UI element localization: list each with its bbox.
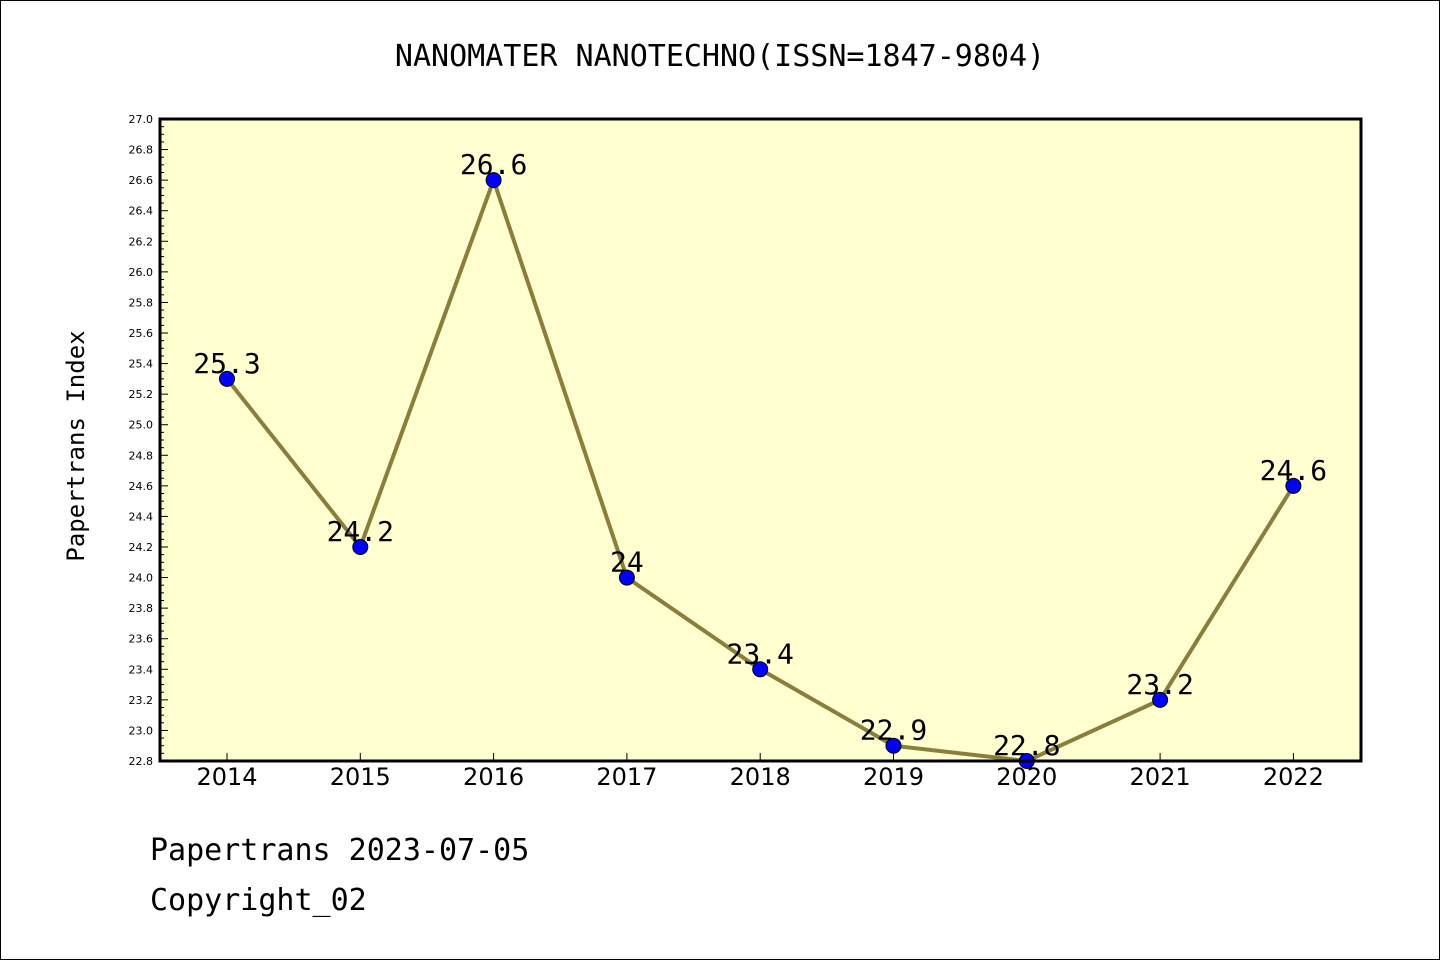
y-tick-label: 24.8 xyxy=(129,449,154,462)
y-tick-label: 26.2 xyxy=(129,235,154,248)
y-tick-label: 24.0 xyxy=(129,572,154,585)
data-label: 22.8 xyxy=(993,729,1060,762)
y-axis-ticks: 22.8 23.0 23.2 23.4 23.6 23.8 24.0 24.2 24.4 24.6… xyxy=(129,113,168,768)
data-point xyxy=(1152,691,1169,708)
plot-area xyxy=(160,119,1361,761)
y-tick-label: 25.0 xyxy=(129,419,154,432)
data-label: 26.6 xyxy=(460,148,527,181)
data-point xyxy=(752,661,769,678)
y-tick-label: 25.2 xyxy=(129,388,154,401)
x-tick-label: 2019 xyxy=(863,763,924,791)
y-tick-label: 24.6 xyxy=(129,480,154,493)
y-tick-label: 23.8 xyxy=(129,602,154,615)
y-tick-label: 27.0 xyxy=(129,113,154,126)
data-point xyxy=(1285,477,1302,494)
x-tick-label: 2014 xyxy=(196,763,257,791)
y-tick-label: 23.4 xyxy=(129,663,154,676)
y-tick-label: 25.4 xyxy=(129,358,154,371)
y-tick-label: 23.2 xyxy=(129,694,154,707)
data-label: 22.9 xyxy=(860,714,927,747)
data-point xyxy=(885,737,902,754)
y-tick-label: 26.4 xyxy=(129,205,154,218)
y-tick-label: 24.4 xyxy=(129,510,154,523)
series-markers xyxy=(219,172,1302,769)
y-tick-label: 26.8 xyxy=(129,144,154,157)
x-tick-label: 2022 xyxy=(1263,763,1324,791)
data-point xyxy=(485,172,502,189)
x-tick-label: 2016 xyxy=(463,763,524,791)
data-label: 23.4 xyxy=(726,637,793,670)
data-label: 23.2 xyxy=(1126,668,1193,701)
data-label: 25.3 xyxy=(193,347,260,380)
y-tick-label: 24.2 xyxy=(129,541,154,554)
x-tick-label: 2017 xyxy=(596,763,657,791)
data-point xyxy=(618,569,635,586)
x-tick-label: 2021 xyxy=(1130,763,1191,791)
data-point xyxy=(219,370,235,387)
y-tick-label: 25.6 xyxy=(129,327,154,340)
footer-copyright: Copyright_02 xyxy=(150,883,367,918)
y-tick-label: 23.0 xyxy=(129,724,154,737)
y-tick-label: 23.6 xyxy=(129,633,154,646)
footer-date: Papertrans 2023-07-05 xyxy=(150,833,530,868)
data-label: 24.6 xyxy=(1260,454,1327,487)
data-point xyxy=(352,539,369,555)
y-tick-label: 25.8 xyxy=(129,296,154,309)
x-tick-label: 2018 xyxy=(730,763,791,791)
y-tick-label: 26.6 xyxy=(129,174,154,187)
chart-title: NANOMATER NANOTECHNO(ISSN=1847-9804) xyxy=(395,39,1045,74)
x-axis-ticks: 2014 2015 2016 2017 2018 2019 2020 2021 2022 xyxy=(196,753,1324,791)
data-label: 24.2 xyxy=(327,515,394,548)
y-tick-label: 26.0 xyxy=(129,266,154,279)
data-labels: 25.3 24.2 26.6 24 23.4 22.9 22.8 23.2 24.6 xyxy=(193,148,1327,762)
plot-border xyxy=(158,117,1363,763)
y-tick-label: 22.8 xyxy=(129,755,154,768)
y-axis-label: Papertrans Index xyxy=(62,330,90,561)
x-tick-label: 2015 xyxy=(330,763,391,791)
data-label: 24 xyxy=(610,546,644,579)
